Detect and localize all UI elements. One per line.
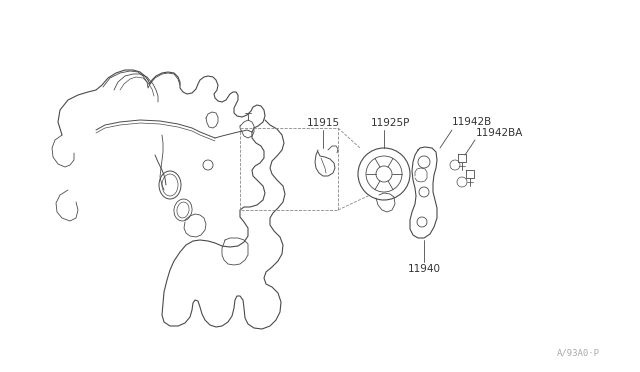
Text: 11925P: 11925P (371, 118, 410, 128)
Text: 11942BA: 11942BA (476, 128, 524, 138)
Text: 11940: 11940 (408, 264, 440, 274)
Text: A/93A0·P: A/93A0·P (557, 349, 600, 358)
Text: 11942B: 11942B (452, 117, 492, 127)
Text: 11915: 11915 (307, 118, 340, 128)
